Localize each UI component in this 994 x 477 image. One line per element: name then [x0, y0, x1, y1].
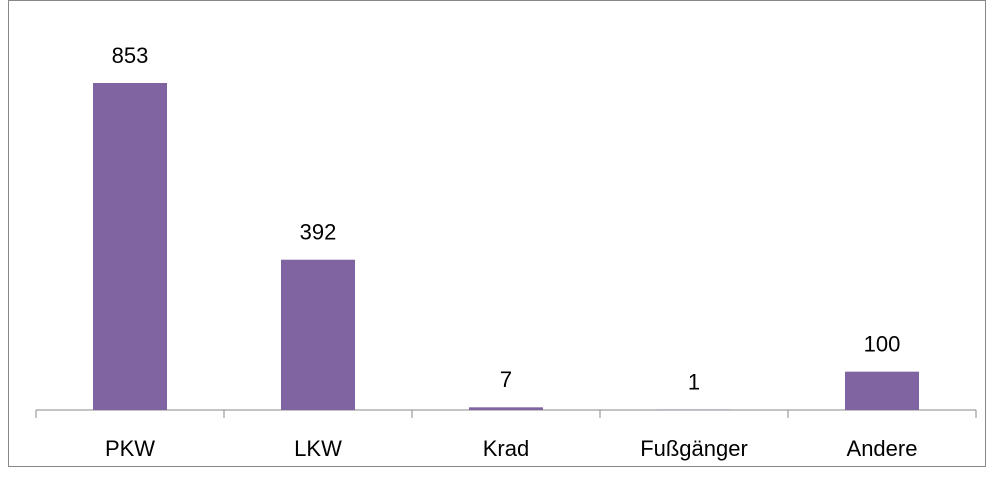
- data-label: 392: [300, 220, 337, 245]
- data-label: 853: [112, 43, 149, 68]
- bar: [93, 83, 167, 410]
- bar: [281, 259, 355, 410]
- x-tick-label: Krad: [483, 436, 529, 461]
- x-tick-label: Andere: [847, 436, 918, 461]
- x-tick-label: PKW: [105, 436, 155, 461]
- bar: [469, 407, 543, 410]
- data-label: 7: [500, 367, 512, 392]
- bar: [845, 371, 919, 410]
- x-tick-label: LKW: [294, 436, 342, 461]
- data-label: 100: [864, 331, 901, 356]
- chart-frame: [8, 0, 986, 467]
- data-label: 1: [688, 369, 700, 394]
- x-tick-label: Fußgänger: [640, 436, 748, 461]
